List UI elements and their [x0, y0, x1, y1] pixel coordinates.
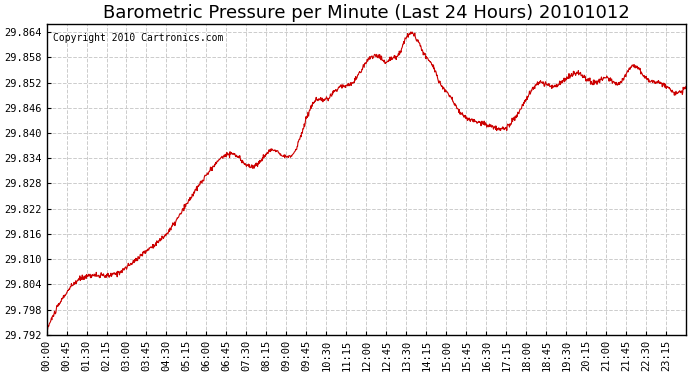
Text: Copyright 2010 Cartronics.com: Copyright 2010 Cartronics.com — [53, 33, 224, 43]
Title: Barometric Pressure per Minute (Last 24 Hours) 20101012: Barometric Pressure per Minute (Last 24 … — [103, 4, 629, 22]
